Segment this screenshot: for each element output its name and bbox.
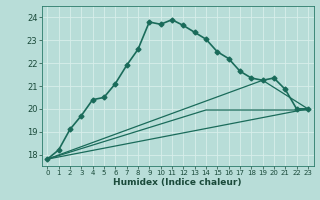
- X-axis label: Humidex (Indice chaleur): Humidex (Indice chaleur): [113, 178, 242, 187]
